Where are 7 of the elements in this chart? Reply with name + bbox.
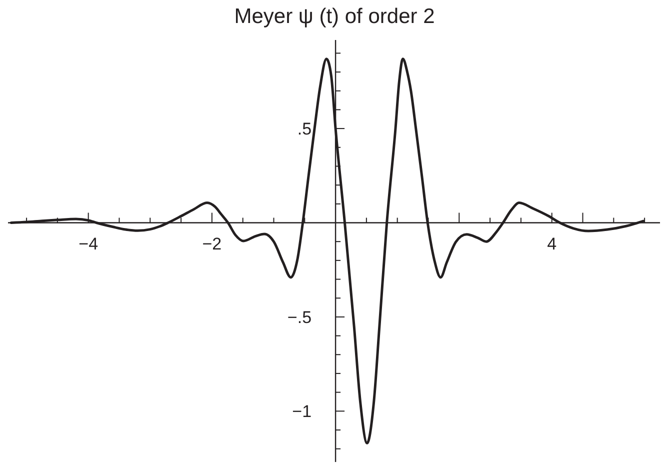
y-tick-label: −1 bbox=[292, 402, 312, 421]
y-tick-label: −.5 bbox=[287, 307, 312, 326]
chart-title: Meyer ψ (t) of order 2 bbox=[233, 5, 436, 28]
x-tick-label: −2 bbox=[202, 234, 222, 254]
y-tick-label: .5 bbox=[297, 119, 312, 138]
x-tick-label: 4 bbox=[547, 234, 557, 254]
x-tick-label: −4 bbox=[78, 234, 98, 254]
